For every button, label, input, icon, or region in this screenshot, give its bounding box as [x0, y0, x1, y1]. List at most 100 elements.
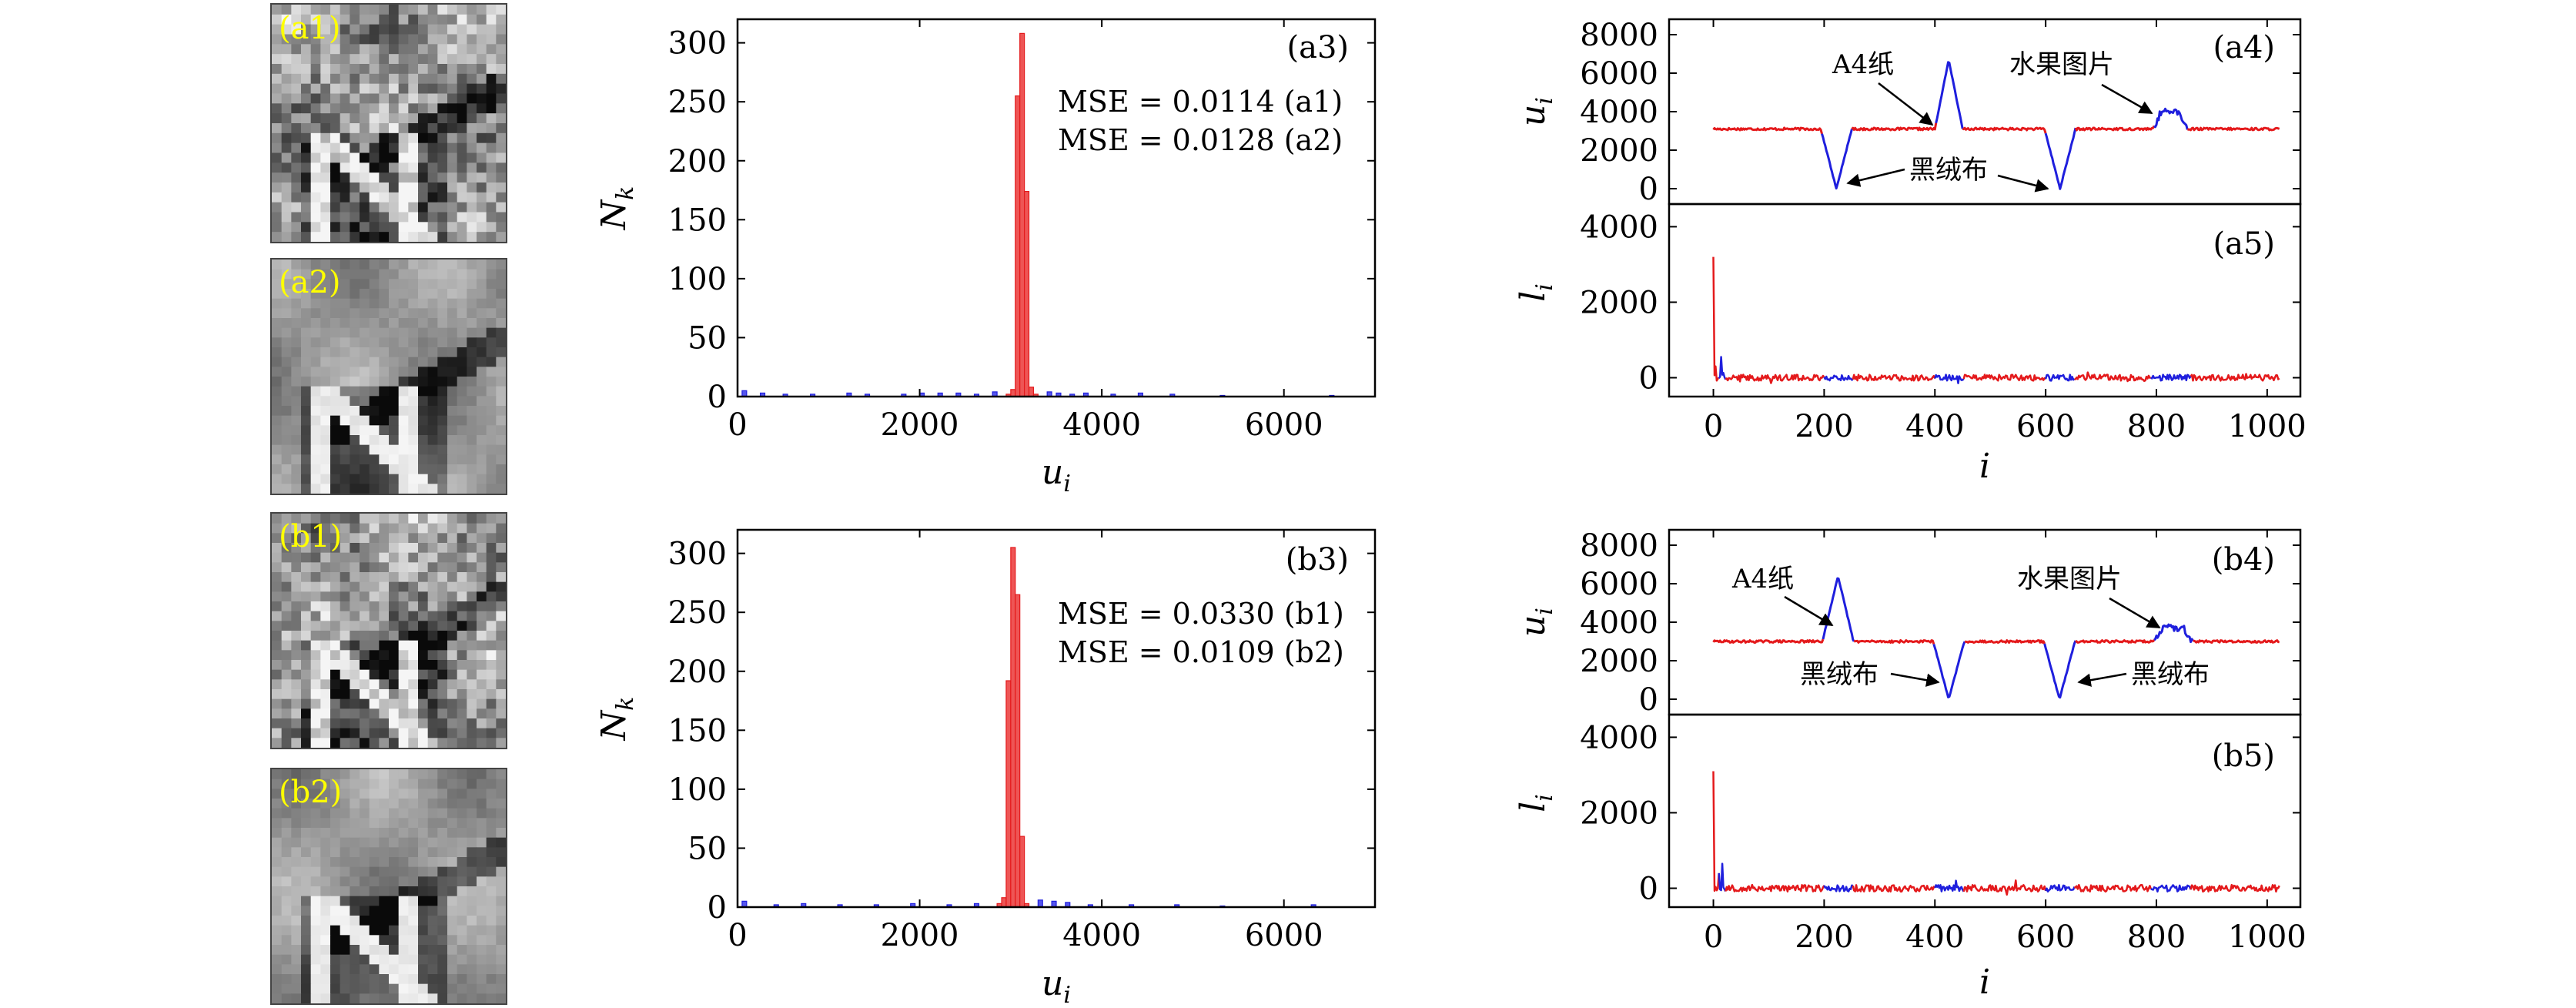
image-pixel: [291, 260, 302, 270]
image-pixel: [408, 64, 419, 75]
image-pixel: [486, 298, 497, 309]
image-pixel: [437, 983, 448, 994]
image-pixel: [310, 142, 321, 154]
image-pixel: [330, 837, 341, 848]
image-pixel: [427, 14, 438, 25]
image-pixel: [408, 435, 419, 446]
image-pixel: [360, 718, 370, 729]
image-pixel: [350, 718, 360, 729]
image-pixel: [291, 415, 302, 426]
image-pixel: [408, 269, 419, 280]
image-pixel: [310, 14, 321, 25]
image-pixel: [496, 857, 507, 868]
image-pixel: [301, 103, 312, 114]
image-pixel: [418, 679, 429, 690]
image-pixel: [427, 611, 438, 621]
image-pixel: [310, 318, 321, 329]
image-pixel: [310, 367, 321, 377]
image-pixel: [408, 591, 419, 602]
image-pixel: [320, 818, 331, 829]
image-pixel: [320, 572, 331, 583]
image-pixel: [330, 222, 341, 233]
image-pixel: [340, 945, 350, 956]
image-pixel: [408, 974, 419, 985]
image-pixel: [301, 552, 312, 563]
image-pixel: [389, 212, 400, 223]
image-pixel: [398, 464, 409, 475]
image-pixel: [369, 925, 380, 936]
image-pixel: [301, 935, 312, 946]
image-pixel: [457, 474, 467, 484]
image-pixel: [437, 454, 448, 465]
image-pixel: [486, 650, 497, 661]
image-pixel: [320, 738, 331, 748]
image-pixel: [398, 562, 409, 573]
image-pixel: [486, 533, 497, 544]
image-pixel: [330, 876, 341, 887]
image-pixel: [389, 631, 400, 641]
image-pixel: [272, 698, 283, 709]
image-pixel: [310, 611, 321, 621]
image-pixel: [320, 202, 331, 213]
image-pixel: [398, 73, 409, 85]
mse-annotation-b1: MSE = 0.0330 (b1): [1058, 597, 1344, 631]
y-tick-label: 200: [668, 144, 727, 179]
image-pixel: [398, 64, 409, 75]
image-pixel: [427, 73, 438, 85]
image-pixel: [496, 327, 507, 338]
panel-label-b4: (b4): [2212, 542, 2275, 578]
image-pixel: [301, 650, 312, 661]
image-pixel: [272, 974, 283, 985]
image-pixel: [320, 232, 331, 243]
image-pixel: [272, 162, 283, 173]
x-tick-label: 1000: [2228, 409, 2307, 444]
image-pixel: [457, 964, 467, 975]
series-line-background: [2190, 373, 2280, 382]
image-pixel: [398, 669, 409, 680]
image-pixel: [398, 406, 409, 417]
image-pixel: [310, 103, 321, 114]
image-pixel: [340, 367, 350, 377]
image-pixel: [477, 718, 487, 729]
image-pixel: [272, 386, 283, 397]
y-tick-label: 300: [668, 537, 727, 572]
image-pixel: [427, 857, 438, 868]
image-pixel: [418, 192, 429, 203]
image-pixel: [389, 837, 400, 848]
image-pixel: [437, 708, 448, 719]
image-pixel: [272, 464, 283, 475]
image-pixel: [467, 337, 477, 348]
y-tick-label: 200: [668, 655, 727, 690]
x-tick-label: 800: [2127, 409, 2186, 444]
image-pixel: [320, 896, 331, 906]
image-pixel: [398, 93, 409, 104]
image-pixel: [457, 415, 467, 426]
image-pixel: [379, 983, 390, 994]
image-pixel: [291, 64, 302, 75]
image-pixel: [467, 64, 477, 75]
image-pixel: [477, 260, 487, 270]
image-pixel: [447, 474, 458, 484]
image-pixel: [272, 679, 283, 690]
image-pixel: [272, 474, 283, 484]
image-pixel: [447, 34, 458, 45]
image-pixel: [340, 543, 350, 554]
image-pixel: [467, 289, 477, 300]
image-pixel: [486, 621, 497, 631]
image-pixel: [350, 454, 360, 465]
image-pixel: [496, 974, 507, 985]
image-pixel: [447, 54, 458, 65]
image-pixel: [398, 318, 409, 329]
image-pixel: [477, 738, 487, 748]
series-line-background: [2075, 639, 2156, 644]
image-pixel: [496, 964, 507, 975]
image-pixel: [457, 113, 467, 124]
image-pixel: [320, 523, 331, 534]
image-pixel: [389, 444, 400, 455]
image-pixel: [389, 425, 400, 436]
image-pixel: [418, 650, 429, 661]
image-pixel: [369, 484, 380, 494]
image-pixel: [350, 828, 360, 839]
image-pixel: [408, 425, 419, 436]
image-pixel: [486, 73, 497, 85]
